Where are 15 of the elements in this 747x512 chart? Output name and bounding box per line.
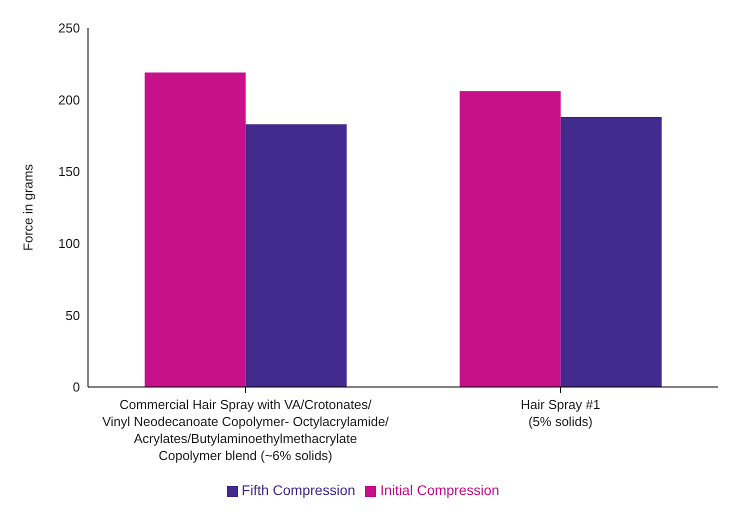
y-tick-label: 100 <box>58 236 80 252</box>
y-tick-label: 0 <box>72 380 80 395</box>
x-tick-label: Commercial Hair Spray with VA/Crotonates/ Vinyl Neodecanoate Copolymer- Octylacrylamide/ Acrylates/Butylaminoethylmethacrylate Copolymer blend (~6% solids) <box>102 397 390 463</box>
y-tick-label: 150 <box>58 164 80 180</box>
legend-label: Initial Compression <box>380 482 500 498</box>
bar <box>560 117 662 387</box>
legend-label: Fifth Compression <box>242 482 356 498</box>
y-tick-label: 50 <box>66 308 80 323</box>
x-tick-label: Hair Spray #1 (5% solids) <box>520 397 600 429</box>
bar <box>144 72 246 387</box>
bar <box>246 124 347 387</box>
y-axis-title: Force in grams <box>20 164 36 251</box>
y-tick-label: 250 <box>58 20 80 36</box>
y-tick-label: 200 <box>58 92 80 108</box>
bar <box>460 91 561 387</box>
